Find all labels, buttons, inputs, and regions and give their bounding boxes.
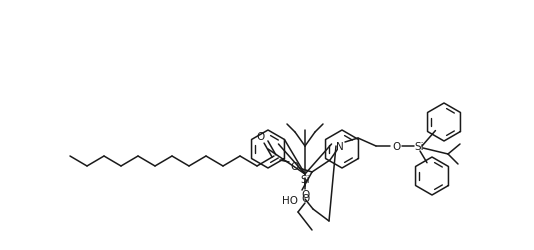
Text: HO: HO [282, 195, 298, 205]
Text: O: O [290, 161, 298, 171]
Text: O: O [256, 132, 264, 141]
Text: O: O [301, 193, 309, 203]
Text: Si: Si [300, 174, 310, 184]
Text: N: N [336, 142, 344, 152]
Text: O: O [392, 142, 400, 152]
Text: Si: Si [414, 142, 424, 152]
Text: O: O [301, 189, 309, 199]
